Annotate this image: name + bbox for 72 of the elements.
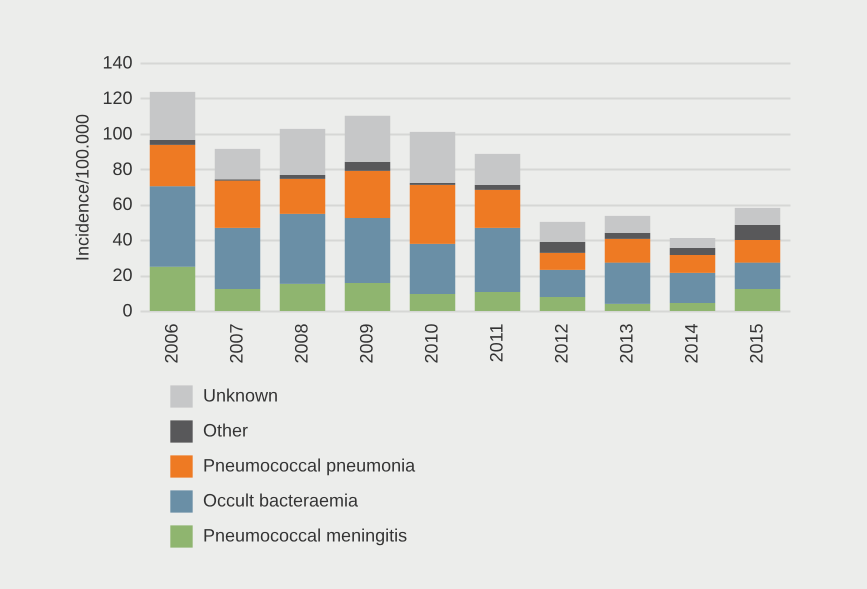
bar: [540, 222, 586, 242]
bar: [410, 132, 456, 183]
bar: [410, 184, 456, 244]
legend-label: Pneumococcal pneumonia: [203, 456, 416, 476]
bar: [734, 208, 780, 225]
bar: [344, 170, 390, 218]
bar: [150, 140, 196, 145]
bar: [540, 297, 586, 311]
bar: [150, 266, 196, 311]
bar: [734, 240, 780, 263]
x-tick-label: 2010: [422, 324, 442, 364]
legend-label: Unknown: [203, 386, 278, 406]
bar: [670, 255, 716, 273]
bar: [734, 289, 780, 311]
x-tick-label: 2011: [486, 324, 506, 362]
bar: [474, 154, 520, 185]
bar: [540, 252, 586, 270]
bar: [280, 174, 326, 179]
bar: [474, 184, 520, 190]
bar: [474, 190, 520, 228]
bar: [604, 262, 650, 304]
bar: [410, 244, 456, 294]
bar: [474, 292, 520, 311]
y-tick-label: 120: [102, 88, 132, 108]
bar: [344, 162, 390, 171]
x-tick-label: 2012: [552, 324, 572, 364]
y-tick-label: 140: [102, 52, 132, 72]
x-tick-label: 2013: [616, 324, 636, 364]
y-tick-label: 60: [112, 194, 132, 214]
bar: [280, 178, 326, 214]
bar: [214, 289, 260, 311]
bar: [474, 228, 520, 292]
x-tick-label: 2008: [292, 324, 312, 364]
bar: [604, 304, 650, 311]
legend-label: Pneumococcal meningitis: [203, 526, 408, 546]
bar: [670, 238, 716, 248]
bar: [670, 248, 716, 256]
bar: [344, 283, 390, 311]
bar: [150, 186, 196, 267]
bar: [540, 270, 586, 298]
bar: [280, 128, 326, 175]
x-tick-label: 2009: [356, 324, 376, 364]
bar: [604, 216, 650, 233]
bar: [734, 262, 780, 290]
bar: [214, 148, 260, 180]
bar: [280, 214, 326, 284]
x-tick-label: 2007: [226, 324, 246, 364]
bar: [540, 242, 586, 253]
y-tick-label: 80: [112, 158, 132, 179]
y-axis-title: Incidence/100.000: [72, 114, 92, 262]
bar: [670, 303, 716, 311]
bar: [604, 238, 650, 263]
bar: [410, 294, 456, 311]
x-tick-label: 2006: [162, 324, 182, 364]
y-tick-label: 20: [112, 265, 132, 286]
bar: [150, 92, 196, 140]
bar: [604, 232, 650, 239]
bar: [150, 144, 196, 186]
bar: [344, 218, 390, 284]
y-tick-label: 100: [102, 123, 132, 144]
legend-label: Other: [203, 420, 248, 440]
x-tick-label: 2014: [682, 324, 702, 364]
legend-label: Occult bacteraemia: [203, 490, 360, 510]
bar: [344, 116, 390, 162]
bar: [280, 284, 326, 311]
bar: [734, 224, 780, 240]
bar: [214, 180, 260, 228]
bar: [670, 272, 716, 304]
bar: [214, 228, 260, 290]
y-tick-label: 0: [122, 300, 132, 320]
x-tick-label: 2015: [746, 324, 766, 364]
y-tick-label: 40: [112, 230, 132, 250]
